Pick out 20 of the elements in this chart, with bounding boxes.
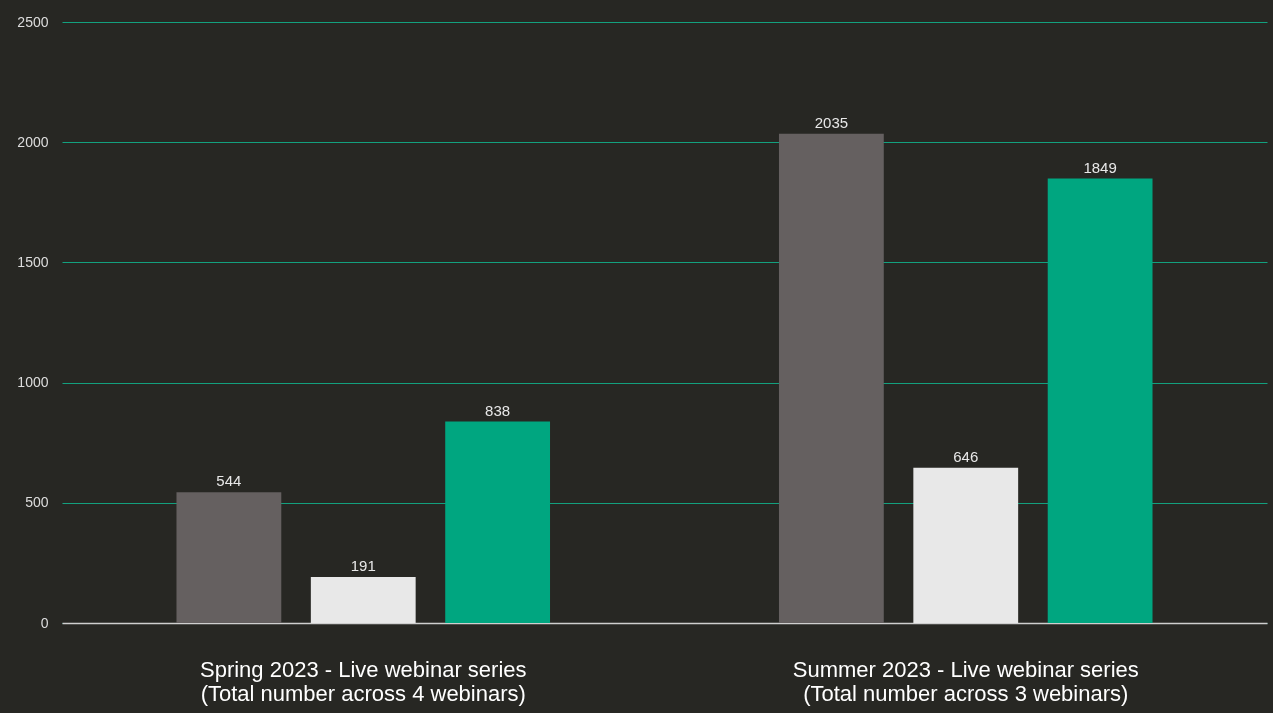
bar [1047, 178, 1153, 623]
data-label: 646 [953, 447, 979, 465]
y-tick-label: 2500 [17, 13, 49, 30]
y-tick-label: 0 [40, 614, 49, 631]
x-tick-label: Spring 2023 - Live webinar series (Total number across 4 webinars) [199, 656, 527, 706]
y-tick-label: 1500 [17, 253, 49, 270]
bar [176, 492, 282, 623]
data-label: 544 [216, 472, 242, 490]
bar [445, 421, 551, 623]
data-label: 191 [350, 557, 376, 575]
x-tick-label: Summer 2023 - Live webinar series (Total number across 3 webinars) [792, 656, 1139, 706]
bar [310, 577, 416, 623]
data-label: 1849 [1083, 158, 1117, 176]
bar [913, 467, 1019, 623]
bar [778, 133, 884, 623]
y-tick-label: 500 [25, 494, 49, 511]
y-tick-label: 2000 [17, 133, 49, 150]
data-label: 838 [485, 401, 511, 419]
data-label: 2035 [814, 113, 849, 131]
y-tick-label: 1000 [17, 374, 49, 391]
